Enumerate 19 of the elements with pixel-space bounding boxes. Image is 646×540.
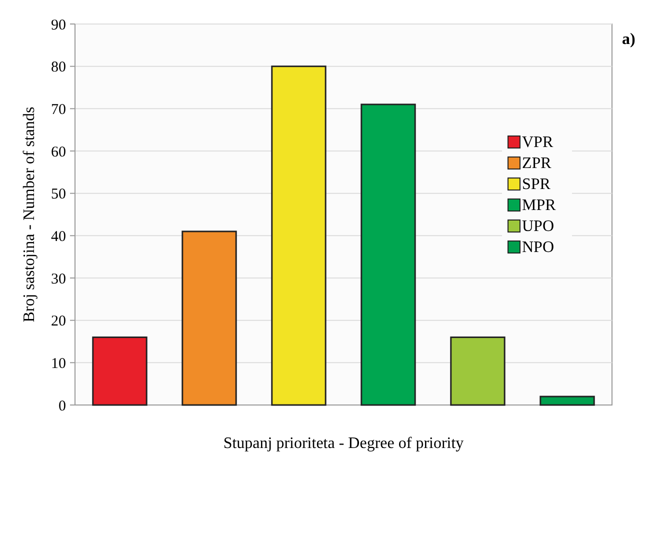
x-axis-title: Stupanj prioriteta - Degree of priority bbox=[223, 435, 464, 452]
y-tick-label: 30 bbox=[51, 271, 66, 288]
text: a) bbox=[622, 31, 636, 48]
y-tick-label: 10 bbox=[51, 356, 66, 372]
legend-label: UPO bbox=[522, 218, 554, 235]
y-tick-label: 70 bbox=[51, 102, 66, 118]
y-axis-title: Broj sastojina - Number of stands bbox=[21, 106, 38, 322]
y-tick-label: 80 bbox=[51, 60, 66, 76]
legend-label: MPR bbox=[522, 197, 556, 214]
y-tick-label: 60 bbox=[51, 144, 66, 160]
legend-label: NPO bbox=[522, 239, 554, 256]
y-tick-label: 40 bbox=[51, 228, 66, 245]
legend-label: ZPR bbox=[522, 155, 552, 172]
y-tick-label: 90 bbox=[51, 17, 66, 34]
y-tick-label: 50 bbox=[51, 186, 66, 203]
legend-label: SPR bbox=[522, 176, 551, 193]
y-tick-label: 20 bbox=[51, 314, 66, 330]
y-tick-label: 0 bbox=[58, 398, 66, 414]
legend-label: VPR bbox=[522, 134, 554, 151]
